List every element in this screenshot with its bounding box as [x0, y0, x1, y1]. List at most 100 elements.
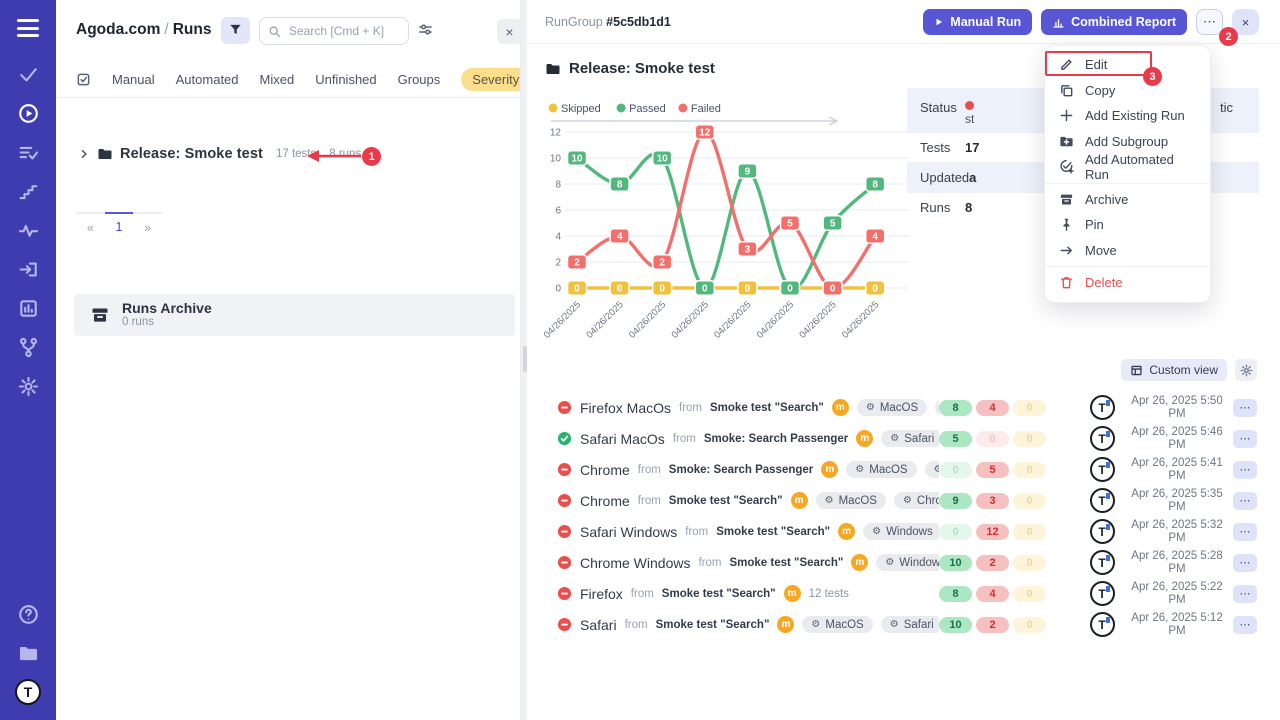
- run-source-suite[interactable]: Smoke test "Search": [729, 556, 844, 569]
- bar-chart-icon: [1052, 16, 1065, 29]
- run-menu-button[interactable]: ⋯: [1233, 460, 1257, 479]
- run-list-item[interactable]: Safari Windows from Smoke test "Search" m ⚙ W…: [527, 516, 1280, 547]
- env-pill-safari: ⚙ Safari: [880, 616, 939, 633]
- sidebar-item-branches[interactable]: [15, 335, 41, 359]
- env-pill-chrome: ⚙Chrome: [924, 461, 939, 478]
- more-actions-button[interactable]: ⋯: [1196, 9, 1223, 35]
- adjustments-button[interactable]: [418, 22, 433, 37]
- run-source-suite[interactable]: Smoke: Search Passenger: [703, 432, 849, 445]
- manual-run-button[interactable]: Manual Run: [923, 9, 1033, 35]
- sidebar-item-settings[interactable]: [15, 374, 41, 398]
- sidebar-item-runs[interactable]: [15, 101, 41, 125]
- run-skipped-count-pill: 0: [1013, 585, 1046, 602]
- filter-button[interactable]: [221, 17, 250, 44]
- env-pill-macos: ⚙ MacOS: [846, 461, 917, 478]
- menu-item-copy[interactable]: Copy: [1045, 78, 1210, 104]
- run-menu-button[interactable]: ⋯: [1233, 398, 1257, 417]
- plus-icon: [1059, 108, 1074, 123]
- gear-icon: ⚙: [933, 464, 939, 475]
- sidebar-item-pulse[interactable]: [15, 218, 41, 242]
- sidebar-item-import[interactable]: [15, 257, 41, 281]
- run-name[interactable]: Safari: [580, 616, 617, 633]
- run-failed-count-pill: 0: [976, 430, 1009, 447]
- runs-archive-item[interactable]: Runs Archive 0 runs: [74, 294, 515, 336]
- run-name[interactable]: Chrome: [580, 492, 630, 509]
- run-name[interactable]: Safari Windows: [580, 523, 678, 540]
- run-passed-count-pill: 8: [939, 399, 972, 416]
- svg-text:5: 5: [830, 219, 836, 230]
- menu-item-edit[interactable]: Edit: [1045, 52, 1210, 78]
- run-from-label: from: [698, 556, 722, 569]
- run-name[interactable]: Safari MacOs: [580, 430, 665, 447]
- svg-text:0: 0: [574, 284, 580, 295]
- sidebar-item-milestones[interactable]: [15, 179, 41, 203]
- run-source-suite[interactable]: Smoke test "Search": [710, 401, 824, 414]
- env-pill-label: Windows: [899, 556, 939, 569]
- tab-manual[interactable]: Manual: [112, 72, 155, 87]
- menu-item-archive[interactable]: Archive: [1045, 187, 1210, 213]
- sidebar-item-plans[interactable]: [15, 140, 41, 164]
- run-menu-button[interactable]: ⋯: [1233, 584, 1257, 603]
- menu-item-add-automated-run[interactable]: Add Automated Run: [1045, 152, 1210, 182]
- run-date: Apr 26, 2025 5:12 PM: [1131, 611, 1223, 637]
- sidebar-item-projects[interactable]: [15, 641, 41, 665]
- sidebar-item-logo[interactable]: T: [15, 679, 41, 705]
- run-menu-button[interactable]: ⋯: [1233, 553, 1257, 572]
- run-list-item[interactable]: Safari MacOs from Smoke: Search Passenger m…: [527, 423, 1280, 454]
- run-source-suite[interactable]: Smoke: Search Passenger: [668, 463, 814, 476]
- run-menu-button[interactable]: ⋯: [1233, 615, 1257, 634]
- tab-groups[interactable]: Groups: [397, 72, 441, 87]
- run-menu-button[interactable]: ⋯: [1233, 429, 1257, 448]
- run-list-item[interactable]: Chrome from Smoke: Search Passenger m ⚙ MacOS…: [527, 454, 1280, 485]
- tab-severity[interactable]: Severity: [461, 68, 531, 91]
- run-menu-button[interactable]: ⋯: [1233, 522, 1257, 541]
- run-list-item[interactable]: Firefox from Smoke test "Search" m 12 tests 8…: [527, 578, 1280, 609]
- run-list-item[interactable]: Safari from Smoke test "Search" m ⚙ MacOS ⚙ Saf…: [527, 609, 1280, 640]
- sidebar-item-help[interactable]: [15, 602, 41, 626]
- tab-automated[interactable]: Automated: [175, 72, 239, 87]
- pagination-page-1[interactable]: 1: [104, 212, 134, 239]
- svg-text:4: 4: [872, 232, 878, 243]
- search-box[interactable]: [259, 17, 409, 45]
- run-list-item[interactable]: Chrome from Smoke test "Search" m ⚙ MacOS ⚙ Chr…: [527, 485, 1280, 516]
- run-source-suite[interactable]: Smoke test "Search": [716, 525, 831, 538]
- run-name[interactable]: Chrome: [580, 461, 630, 478]
- run-list-item[interactable]: Chrome Windows from Smoke test "Search" m ⚙ W…: [527, 547, 1280, 578]
- breadcrumb-project[interactable]: Agoda.com: [76, 21, 161, 38]
- combined-report-button[interactable]: Combined Report: [1041, 9, 1187, 35]
- scrollbar-thumb[interactable]: [522, 346, 527, 372]
- menu-item-move[interactable]: Move: [1045, 238, 1210, 264]
- run-name[interactable]: Firefox MacOs: [580, 399, 672, 416]
- view-settings-button[interactable]: [1235, 359, 1257, 381]
- search-input[interactable]: [287, 23, 400, 39]
- run-name[interactable]: Firefox: [580, 585, 623, 602]
- tab-mixed[interactable]: Mixed: [259, 72, 295, 87]
- avatar: T: [1089, 395, 1115, 420]
- run-list-item[interactable]: Firefox MacOs from Smoke test "Search" m ⚙ Ma…: [527, 392, 1280, 423]
- menu-item-add-existing-run[interactable]: Add Existing Run: [1045, 103, 1210, 129]
- pagination-next-button[interactable]: »: [133, 214, 162, 241]
- menu-item-add-subgroup[interactable]: Add Subgroup: [1045, 129, 1210, 155]
- hamburger-menu-button[interactable]: [17, 19, 39, 37]
- sidebar-item-tests[interactable]: [15, 62, 41, 86]
- run-menu-button[interactable]: ⋯: [1233, 491, 1257, 510]
- pagination-prev-button[interactable]: «: [76, 214, 105, 241]
- sidebar-item-analytics[interactable]: [15, 296, 41, 320]
- svg-text:3: 3: [745, 245, 751, 256]
- run-source-suite[interactable]: Smoke test "Search": [668, 494, 783, 507]
- run-group-name[interactable]: Release: Smoke test: [120, 146, 263, 162]
- custom-view-button[interactable]: Custom view: [1121, 359, 1227, 381]
- run-status-failed-icon: [557, 400, 572, 415]
- list-check-icon: [18, 142, 39, 163]
- menu-item-delete[interactable]: Delete: [1045, 270, 1210, 296]
- select-all-button[interactable]: [76, 72, 91, 87]
- menu-item-pin[interactable]: Pin: [1045, 212, 1210, 238]
- run-name[interactable]: Chrome Windows: [580, 554, 691, 571]
- expand-chevron-icon[interactable]: [78, 148, 90, 160]
- tab-unfinished[interactable]: Unfinished: [315, 72, 377, 87]
- left-panel-close-button[interactable]: ×: [497, 19, 522, 44]
- run-source-suite[interactable]: Smoke test "Search": [661, 587, 776, 600]
- env-pill-label: Safari: [904, 432, 935, 445]
- run-source-suite[interactable]: Smoke test "Search": [655, 618, 770, 631]
